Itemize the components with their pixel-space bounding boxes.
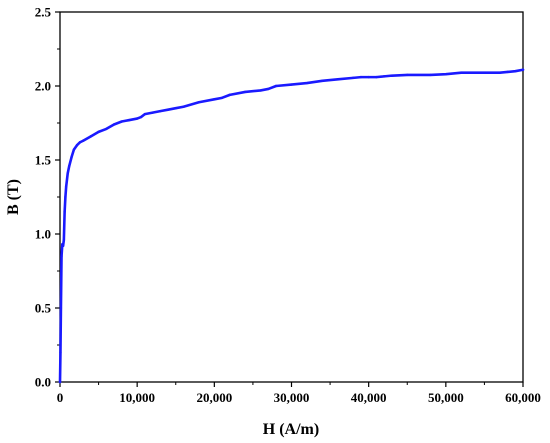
data-point bbox=[406, 73, 409, 77]
data-point bbox=[390, 74, 394, 77]
data-point bbox=[58, 380, 62, 384]
y-axis-ticks: 0.0 0.5 1.0 1.5 2.0 2.5 bbox=[35, 5, 60, 390]
data-point bbox=[139, 115, 143, 119]
x-tick-label: 40,000 bbox=[351, 390, 387, 405]
data-point bbox=[197, 101, 201, 104]
data-point bbox=[290, 83, 293, 86]
data-point bbox=[112, 123, 116, 126]
data-point bbox=[483, 71, 486, 74]
data-point bbox=[514, 70, 517, 73]
data-point bbox=[460, 71, 463, 74]
series-group bbox=[58, 68, 525, 384]
data-point bbox=[305, 81, 309, 85]
data-point bbox=[61, 244, 65, 248]
data-point bbox=[506, 70, 509, 74]
y-tick-label: 0.5 bbox=[35, 301, 52, 316]
data-point bbox=[429, 73, 432, 77]
data-point bbox=[59, 351, 62, 354]
data-point bbox=[259, 89, 262, 92]
y-tick-label: 0.0 bbox=[35, 375, 51, 390]
data-point bbox=[220, 96, 224, 100]
data-point bbox=[166, 108, 170, 111]
data-point bbox=[64, 195, 67, 199]
data-point bbox=[143, 112, 147, 116]
data-point bbox=[89, 135, 93, 138]
data-point bbox=[498, 71, 502, 74]
data-point bbox=[128, 118, 131, 122]
data-point bbox=[367, 75, 370, 79]
data-point bbox=[444, 72, 448, 76]
data-point bbox=[97, 130, 100, 134]
data-point bbox=[81, 139, 85, 142]
x-tick-label: 50,000 bbox=[428, 390, 464, 405]
x-tick-label: 0 bbox=[57, 390, 64, 405]
data-point bbox=[75, 144, 79, 147]
data-point bbox=[321, 79, 324, 83]
data-point bbox=[213, 98, 216, 101]
x-tick-label: 60,000 bbox=[505, 390, 541, 405]
data-point bbox=[70, 155, 73, 159]
y-tick-label: 1.0 bbox=[35, 227, 51, 242]
data-point bbox=[135, 117, 139, 120]
series-line bbox=[58, 68, 525, 384]
x-tick-label: 30,000 bbox=[274, 390, 310, 405]
x-tick-label: 20,000 bbox=[196, 390, 232, 405]
data-point bbox=[521, 68, 525, 71]
data-point bbox=[64, 185, 68, 188]
data-point bbox=[63, 210, 66, 213]
data-point bbox=[274, 84, 278, 88]
x-axis-ticks: 0 10,000 20,000 30,000 40,000 50,000 60,000 bbox=[57, 382, 541, 405]
y-tick-label: 2.5 bbox=[35, 5, 52, 20]
data-point bbox=[66, 172, 69, 175]
y-tick-label: 1.5 bbox=[35, 153, 52, 168]
data-point bbox=[228, 93, 231, 97]
y-axis-title: B (T) bbox=[5, 179, 22, 215]
data-point bbox=[60, 255, 63, 258]
data-point bbox=[267, 87, 270, 91]
data-point bbox=[62, 238, 66, 242]
data-point bbox=[151, 111, 154, 114]
data-point bbox=[359, 75, 363, 79]
data-point bbox=[336, 78, 339, 81]
data-point bbox=[174, 107, 177, 110]
x-tick-label: 10,000 bbox=[119, 390, 155, 405]
data-point bbox=[382, 75, 386, 78]
data-point bbox=[352, 76, 355, 80]
data-point bbox=[182, 105, 185, 108]
data-point bbox=[120, 120, 123, 123]
plot-frame bbox=[59, 11, 524, 383]
data-point bbox=[159, 109, 162, 113]
data-point bbox=[72, 148, 76, 151]
data-point bbox=[68, 164, 71, 168]
x-axis-title: H (A/m) bbox=[263, 421, 319, 438]
data-point bbox=[59, 306, 63, 310]
data-point bbox=[375, 75, 378, 79]
data-point bbox=[244, 90, 247, 94]
data-point bbox=[78, 141, 82, 144]
data-point bbox=[105, 127, 108, 131]
y-tick-label: 2.0 bbox=[35, 79, 51, 94]
